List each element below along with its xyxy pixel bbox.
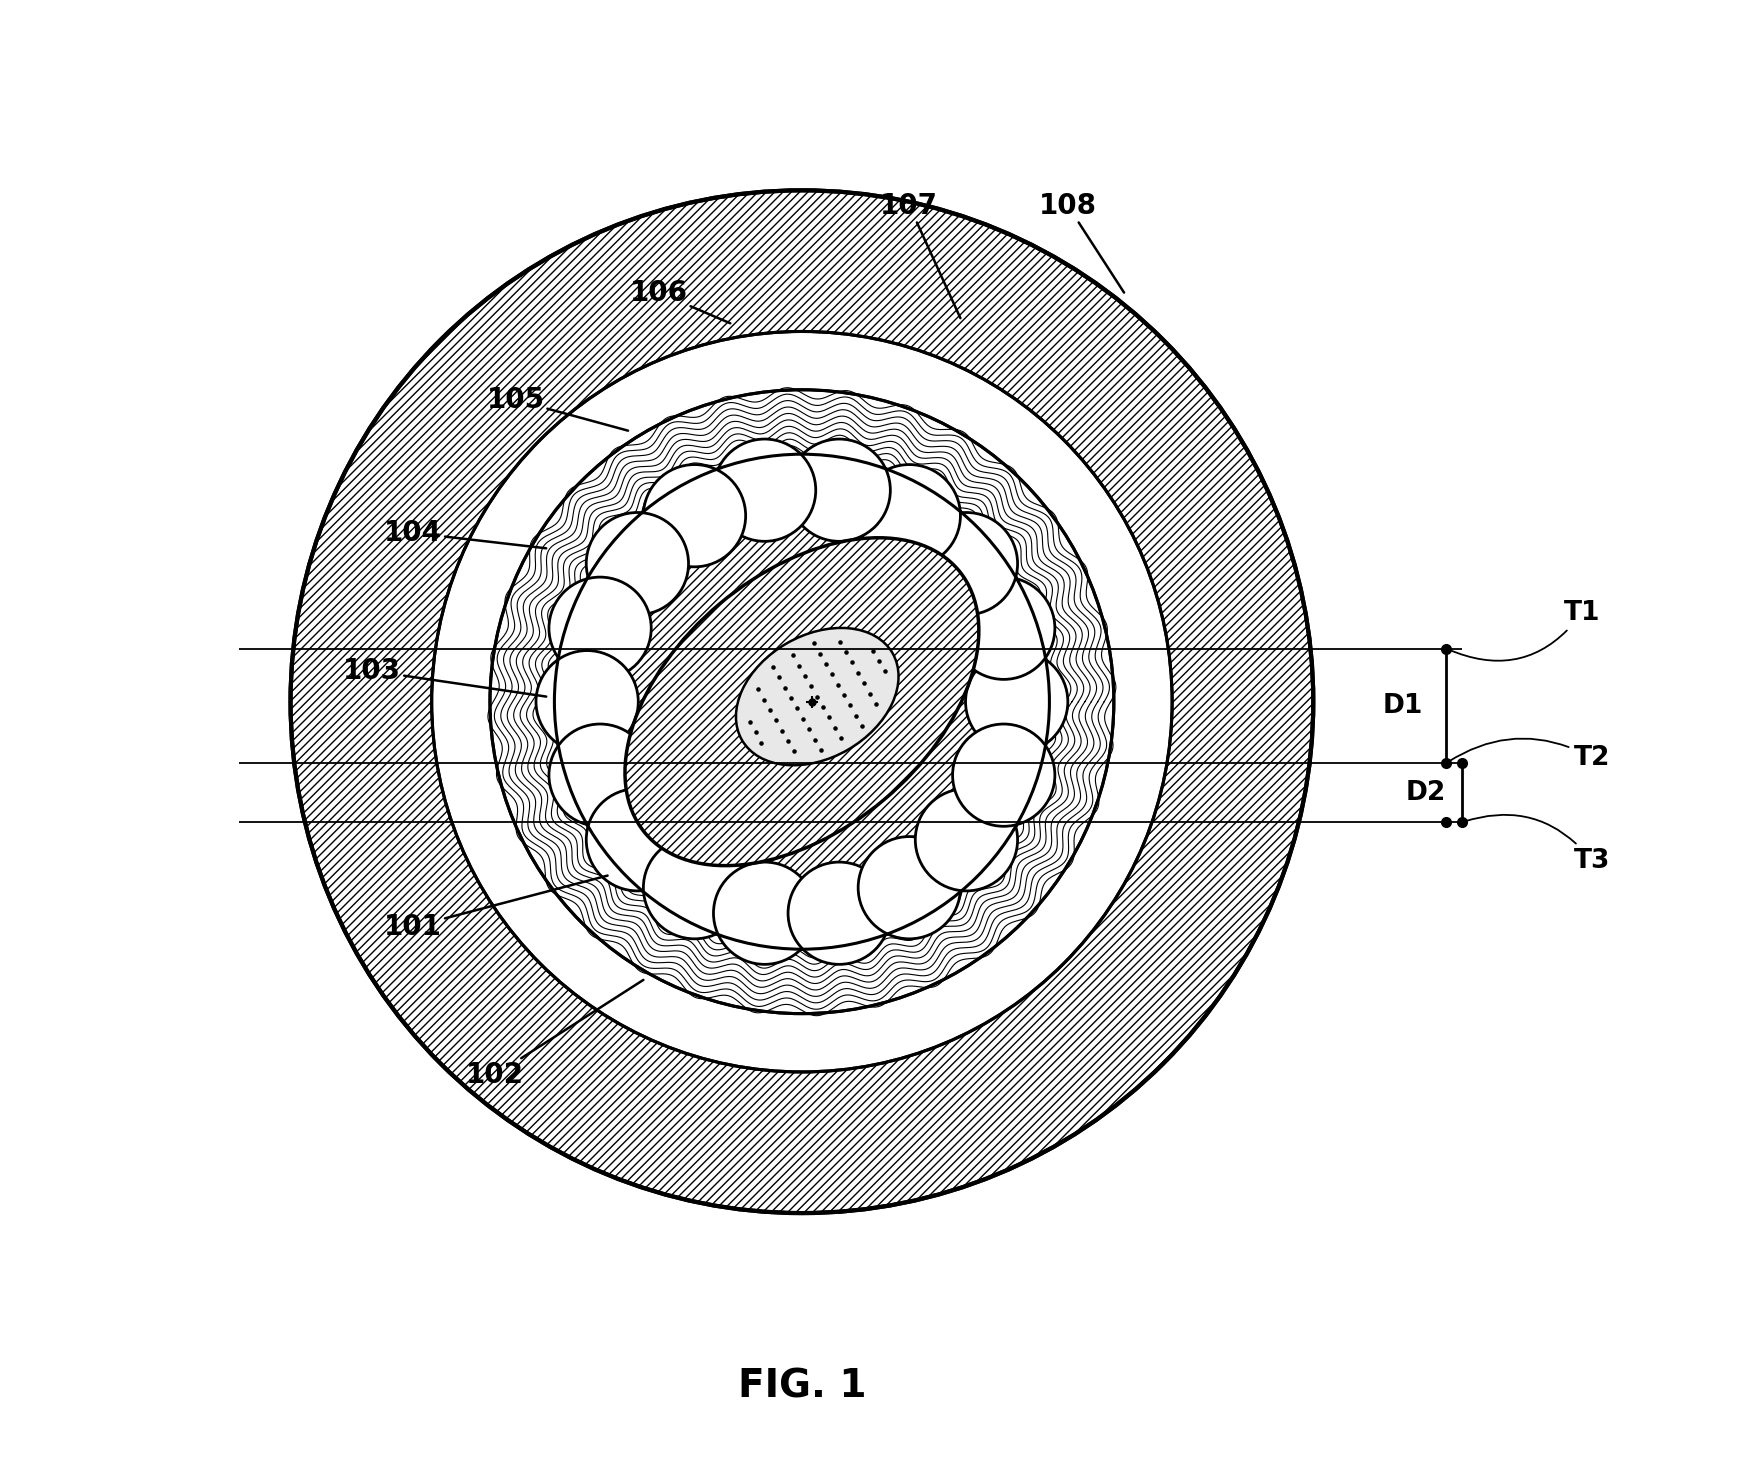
Circle shape [554, 454, 1050, 950]
Text: D2: D2 [1405, 780, 1445, 805]
Text: 102: 102 [466, 979, 643, 1089]
Circle shape [536, 650, 638, 752]
Text: T3: T3 [1464, 814, 1611, 875]
Circle shape [915, 512, 1017, 615]
Circle shape [432, 332, 1172, 1072]
Text: 103: 103 [344, 656, 547, 696]
Circle shape [549, 724, 652, 826]
Circle shape [554, 454, 1050, 950]
Ellipse shape [735, 628, 898, 766]
Circle shape [587, 512, 688, 615]
Text: 105: 105 [486, 386, 627, 431]
Text: T2: T2 [1448, 739, 1611, 771]
Text: 101: 101 [384, 876, 608, 941]
Circle shape [788, 861, 891, 965]
Circle shape [858, 836, 961, 940]
Text: FIG. 1: FIG. 1 [737, 1367, 867, 1406]
Ellipse shape [625, 538, 978, 866]
Circle shape [489, 389, 1115, 1013]
Circle shape [643, 836, 746, 940]
Circle shape [966, 650, 1067, 752]
Text: D1: D1 [1384, 693, 1424, 718]
Text: 104: 104 [384, 519, 547, 549]
Circle shape [549, 577, 652, 680]
Text: 106: 106 [629, 279, 730, 323]
Circle shape [713, 861, 816, 965]
Text: 108: 108 [1039, 192, 1123, 292]
Circle shape [587, 789, 688, 891]
Circle shape [952, 577, 1055, 680]
Circle shape [290, 190, 1314, 1212]
Circle shape [713, 440, 816, 541]
Circle shape [915, 789, 1017, 891]
Text: 107: 107 [880, 192, 961, 319]
Circle shape [788, 440, 891, 541]
Circle shape [952, 724, 1055, 826]
Text: T1: T1 [1448, 600, 1600, 661]
Circle shape [643, 465, 746, 566]
Circle shape [858, 465, 961, 566]
